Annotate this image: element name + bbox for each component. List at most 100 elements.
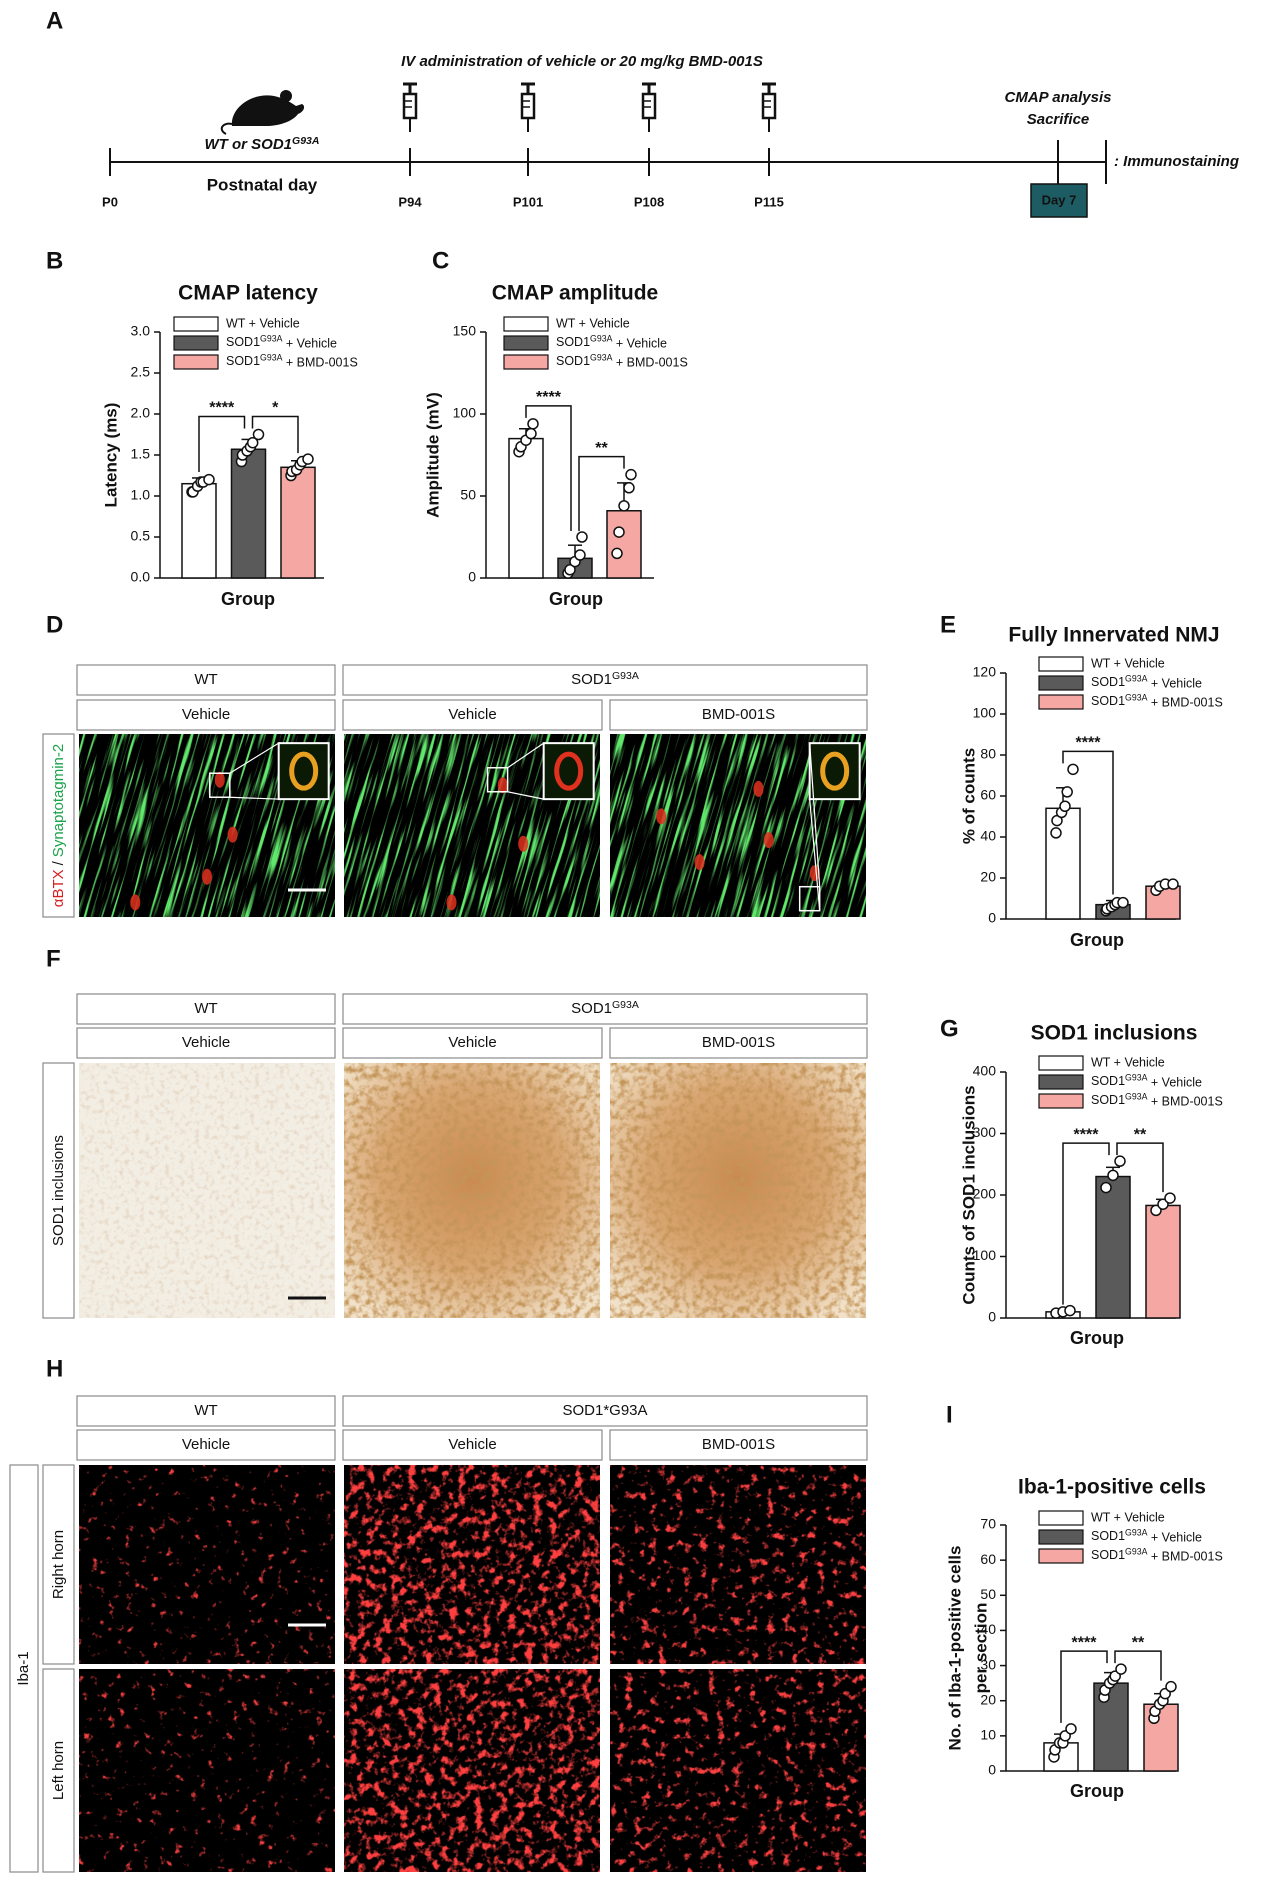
legend-swatch <box>173 354 219 370</box>
data-point <box>1150 1204 1162 1217</box>
legend-swatch <box>173 335 219 351</box>
legend-label: SOD1G93A + BMD-001S <box>1091 693 1223 710</box>
y-tick-label: 100 <box>973 705 997 721</box>
day-box <box>1030 183 1088 218</box>
inset-nmj <box>820 751 850 791</box>
y-axis-label: % of counts <box>959 748 978 844</box>
label-box <box>609 1429 868 1461</box>
y-axis-label: per section <box>971 1603 990 1694</box>
legend-swatch <box>503 354 549 370</box>
bar <box>1145 1204 1181 1319</box>
nmj-spot <box>214 771 225 788</box>
stain-part: SOD1 inclusions <box>50 1135 67 1246</box>
y-axis-label: No. of Iba-1-positive cells <box>945 1546 964 1751</box>
stain-part: Synaptotagmin-2 <box>50 744 67 857</box>
label-box <box>342 664 868 696</box>
y-tick-label: 2.5 <box>131 364 151 380</box>
condition-header: BMD-001S <box>702 1034 775 1051</box>
syringe-icon <box>761 82 777 132</box>
data-point <box>611 547 623 560</box>
significance-label: **** <box>1072 1634 1098 1651</box>
data-point <box>1059 800 1071 812</box>
legend-label: SOD1G93A + BMD-001S <box>1091 1092 1223 1109</box>
bar <box>280 466 316 579</box>
genotype-header: WT <box>194 1000 217 1017</box>
label-box <box>76 1395 336 1427</box>
x-axis-label: Group <box>1070 930 1124 950</box>
panel-letter: F <box>46 945 61 972</box>
panel-letter: E <box>940 611 956 638</box>
stain-texture <box>79 1669 335 1872</box>
y-tick-label: 80 <box>980 746 996 762</box>
syringe-barrel <box>402 92 418 120</box>
data-point <box>527 418 539 430</box>
significance-label: **** <box>536 389 562 406</box>
data-point <box>623 482 635 494</box>
day-label: P115 <box>754 194 784 209</box>
condition-header: Vehicle <box>182 1436 230 1453</box>
y-tick-label: 10 <box>980 1727 996 1743</box>
data-point <box>252 428 265 441</box>
stain-texture <box>610 1063 866 1318</box>
bar <box>230 448 267 579</box>
inset-connector <box>809 743 821 887</box>
condition-header: BMD-001S <box>702 706 775 723</box>
label-box <box>42 733 75 918</box>
data-point <box>1114 1155 1126 1167</box>
legend-label: WT + Vehicle <box>1091 1055 1165 1069</box>
inset-connector <box>507 791 544 800</box>
label-box <box>342 699 603 731</box>
condition-header: Vehicle <box>448 1034 496 1051</box>
day-label: P101 <box>513 194 543 209</box>
legend-swatch <box>503 335 549 351</box>
nmj-spot <box>809 865 820 882</box>
micrograph <box>610 1063 866 1318</box>
y-tick-label: 100 <box>973 1247 997 1263</box>
data-point <box>574 549 586 561</box>
significance-label: **** <box>1076 735 1102 752</box>
label-box <box>76 1429 336 1461</box>
y-tick-label: 60 <box>980 1551 996 1567</box>
significance-label: ** <box>1132 1634 1145 1651</box>
legend-swatch <box>1038 1529 1084 1545</box>
legend-label: SOD1G93A + Vehicle <box>1091 1528 1202 1545</box>
stain-texture <box>344 1669 600 1872</box>
condition-header: Vehicle <box>448 706 496 723</box>
syringe-icon <box>402 82 418 132</box>
nmj-spot <box>446 894 457 911</box>
label-box <box>9 1464 39 1873</box>
significance-bracket <box>1062 1142 1110 1305</box>
x-axis-label: Group <box>549 589 603 609</box>
genotype-header: SOD1G93A <box>571 670 639 688</box>
condition-header: Vehicle <box>182 1034 230 1051</box>
stain-texture <box>79 1063 335 1318</box>
nmj-spot <box>518 835 529 852</box>
x-axis-label: Group <box>1070 1328 1124 1348</box>
y-tick-label: 0 <box>988 1762 996 1778</box>
y-tick-label: 0 <box>988 1309 996 1325</box>
significance-bracket <box>251 415 299 454</box>
nmj-spot <box>227 826 238 843</box>
stain-texture <box>344 1465 600 1664</box>
legend-swatch <box>1038 1055 1084 1071</box>
panel-letter: D <box>46 611 63 638</box>
endpoint-label: CMAP analysis <box>1005 89 1112 106</box>
y-axis-label: Counts of SOD1 inclusions <box>959 1085 978 1304</box>
stain-texture <box>610 1669 866 1872</box>
y-tick-label: 150 <box>453 323 477 339</box>
inset-nmj <box>554 751 584 791</box>
legend-swatch <box>1038 656 1084 672</box>
inset-connector <box>507 742 545 769</box>
syringe-icon <box>641 82 657 132</box>
y-tick-label: 40 <box>980 828 996 844</box>
data-point <box>576 531 588 543</box>
legend-swatch <box>173 316 219 332</box>
fiber-texture <box>610 734 866 917</box>
condition-header: Vehicle <box>182 706 230 723</box>
inset <box>542 742 595 801</box>
y-tick-label: 1.0 <box>131 487 151 503</box>
label-box <box>76 1027 336 1059</box>
y-tick-label: 60 <box>980 787 996 803</box>
syringe-barrel <box>761 92 777 120</box>
